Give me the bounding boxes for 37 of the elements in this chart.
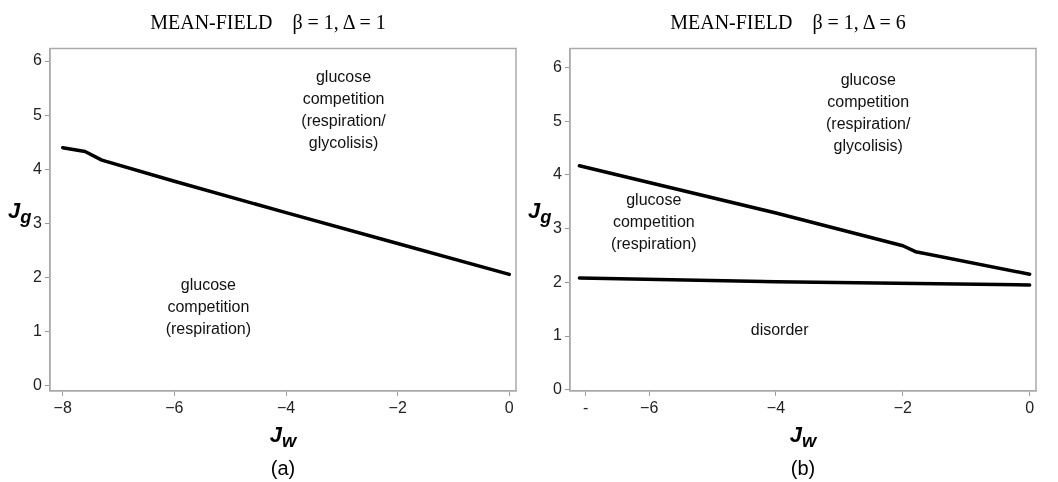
chart-title: MEAN-FIELD β = 1, Δ = 1 bbox=[149, 10, 387, 36]
y-axis-title: J$_{g}$ bbox=[8, 197, 32, 229]
y-tick-label: 6 bbox=[32, 51, 42, 69]
x-tick-label: - bbox=[583, 398, 589, 416]
y-tick-label: 4 bbox=[552, 165, 562, 183]
x-tick-label: −2 bbox=[388, 398, 407, 416]
y-tick-label: 0 bbox=[552, 380, 562, 398]
text: (b) bbox=[789, 456, 817, 482]
x-tick-label: 0 bbox=[1025, 398, 1035, 416]
y-tick-label: 1 bbox=[32, 322, 42, 340]
annotation: glucose competition (respiration) bbox=[165, 276, 252, 338]
y-tick-label: 5 bbox=[32, 105, 42, 123]
y-tick-label: 2 bbox=[32, 268, 42, 286]
text: (a) bbox=[269, 456, 297, 482]
y-tick-label: 4 bbox=[32, 159, 42, 177]
y-tick-label: 1 bbox=[552, 326, 562, 344]
x-tick-label: 0 bbox=[504, 398, 514, 416]
annotation: disorder bbox=[750, 320, 810, 338]
annotation: glucose competition (respiration/ glycolisis) bbox=[825, 70, 911, 154]
x-tick-label: −2 bbox=[893, 398, 913, 416]
y-tick-label: 5 bbox=[552, 111, 562, 129]
x-tick-label: −4 bbox=[276, 398, 296, 416]
chart-title: MEAN-FIELD β = 1, Δ = 6 bbox=[669, 10, 907, 36]
y-axis-title: J$_{g}$ bbox=[528, 197, 552, 229]
annotation: glucose competition (respiration/ glycolisis) bbox=[301, 67, 387, 151]
x-axis-title: J$_{w}$ bbox=[788, 421, 818, 454]
x-axis-title: J$_{w}$ bbox=[268, 421, 298, 454]
x-tick-label: −8 bbox=[53, 398, 72, 416]
x-tick-label: −4 bbox=[766, 398, 786, 416]
y-tick-label: 3 bbox=[32, 213, 42, 231]
x-tick-label: −6 bbox=[165, 398, 184, 416]
y-tick-label: 0 bbox=[32, 376, 42, 394]
y-tick-label: 3 bbox=[552, 218, 562, 236]
y-tick-label: 6 bbox=[552, 57, 562, 75]
annotation: glucose competition (respiration) bbox=[611, 190, 697, 252]
y-tick-label: 2 bbox=[552, 272, 562, 290]
x-tick-label: −6 bbox=[640, 398, 659, 416]
